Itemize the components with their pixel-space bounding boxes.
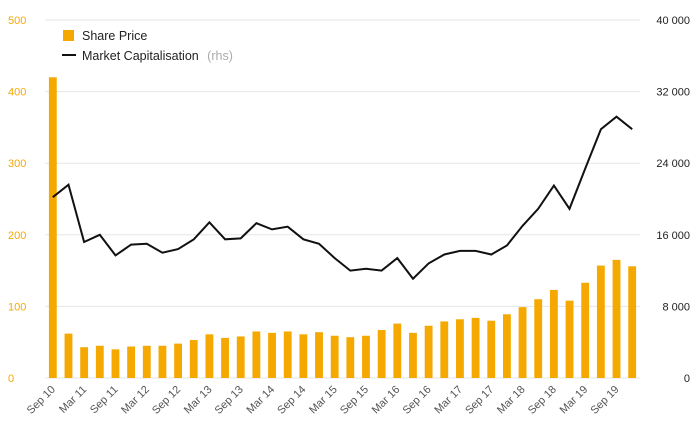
- share-price-bar: [330, 335, 339, 378]
- x-tick-label: Mar 19: [558, 384, 591, 417]
- legend-market-cap-note: (rhs): [207, 49, 233, 63]
- right-tick-label: 0: [684, 373, 690, 385]
- legend-label-share-price: Share Price: [82, 29, 147, 43]
- share-price-bar: [471, 317, 480, 378]
- share-price-bar: [64, 333, 73, 378]
- x-tick-label: Sep 13: [213, 384, 246, 417]
- share-price-bar: [409, 332, 417, 378]
- share-price-bar: [221, 337, 229, 378]
- share-price-bar: [612, 259, 621, 378]
- x-tick-label: Sep 16: [401, 384, 434, 417]
- left-tick-label: 100: [8, 301, 26, 313]
- x-tick-label: Sep 11: [88, 384, 121, 417]
- x-tick-label: Sep 10: [25, 384, 58, 417]
- x-tick-label: Mar 18: [495, 384, 528, 417]
- right-tick-label: 16 000: [656, 230, 690, 242]
- share-price-bar: [487, 320, 496, 378]
- left-tick-label: 300: [8, 158, 26, 170]
- share-price-bar: [581, 282, 590, 378]
- market-cap-line-layer: [52, 115, 633, 281]
- share-price-bar: [628, 266, 637, 378]
- left-tick-label: 400: [8, 87, 26, 99]
- right-tick-label: 40 000: [656, 15, 690, 27]
- share-price-bar: [502, 314, 511, 378]
- left-tick-label: 500: [8, 15, 26, 27]
- share-price-bar: [315, 332, 323, 378]
- x-tick-label: Mar 14: [244, 384, 277, 417]
- x-tick-label: Sep 19: [588, 384, 621, 417]
- share-price-bar: [268, 332, 276, 378]
- share-price-bar: [393, 323, 402, 378]
- share-price-bar: [362, 335, 370, 378]
- share-price-bar: [48, 77, 57, 378]
- x-tick-label: Mar 16: [370, 384, 403, 417]
- left-tick-label: 0: [8, 373, 14, 385]
- legend-market-cap-name: Market Capitalisation: [82, 49, 199, 63]
- share-price-bar: [440, 321, 449, 378]
- share-price-bar: [456, 319, 464, 378]
- share-price-bars: [48, 77, 637, 378]
- share-price-bar: [252, 331, 261, 378]
- share-price-bar: [596, 265, 605, 378]
- left-tick-label: 200: [8, 230, 26, 242]
- share-price-bar: [299, 334, 308, 378]
- x-tick-label: Mar 11: [57, 384, 89, 416]
- x-tick-label: Mar 12: [119, 384, 152, 417]
- share-price-bar: [189, 340, 198, 378]
- share-price-bar: [565, 300, 574, 378]
- x-tick-label: Mar 17: [432, 384, 465, 417]
- share-price-bar: [346, 337, 355, 378]
- share-price-bar: [236, 336, 245, 378]
- x-tick-label: Sep 14: [275, 384, 308, 417]
- x-tick-label: Sep 18: [526, 384, 559, 417]
- legend-label-market-cap: Market Capitalisation (rhs): [82, 47, 233, 64]
- x-tick-label: Mar 13: [182, 384, 215, 417]
- legend-swatch-share-price: [63, 30, 74, 41]
- market-cap-line: [52, 115, 633, 281]
- share-price-bar: [534, 299, 543, 378]
- share-price-bar: [424, 325, 433, 378]
- right-tick-label: 8 000: [662, 301, 690, 313]
- right-tick-label: 24 000: [656, 158, 690, 170]
- share-price-bar: [377, 330, 386, 378]
- share-price-bar: [80, 347, 89, 378]
- x-tick-label: Sep 12: [150, 384, 183, 417]
- share-price-bar: [283, 331, 292, 378]
- share-price-bar: [174, 343, 183, 378]
- x-tick-label: Mar 15: [307, 384, 340, 417]
- left-axis-ticks: 0 100 200 300 400 500: [8, 15, 26, 385]
- share-price-bar: [205, 334, 214, 378]
- right-tick-label: 32 000: [656, 87, 690, 99]
- share-price-bar: [127, 346, 136, 378]
- right-axis-ticks: 0 8 000 16 000 24 000 32 000 40 000: [656, 15, 690, 385]
- share-price-bar: [518, 307, 527, 378]
- share-price-bar: [95, 345, 104, 378]
- share-price-bar: [158, 345, 167, 378]
- share-price-bar: [549, 289, 558, 378]
- x-tick-label: Sep 17: [463, 384, 496, 417]
- legend: Share Price Market Capitalisation (rhs): [62, 29, 233, 64]
- share-price-bar: [111, 349, 120, 378]
- share-price-bar: [142, 345, 151, 378]
- x-tick-label: Sep 15: [338, 384, 371, 417]
